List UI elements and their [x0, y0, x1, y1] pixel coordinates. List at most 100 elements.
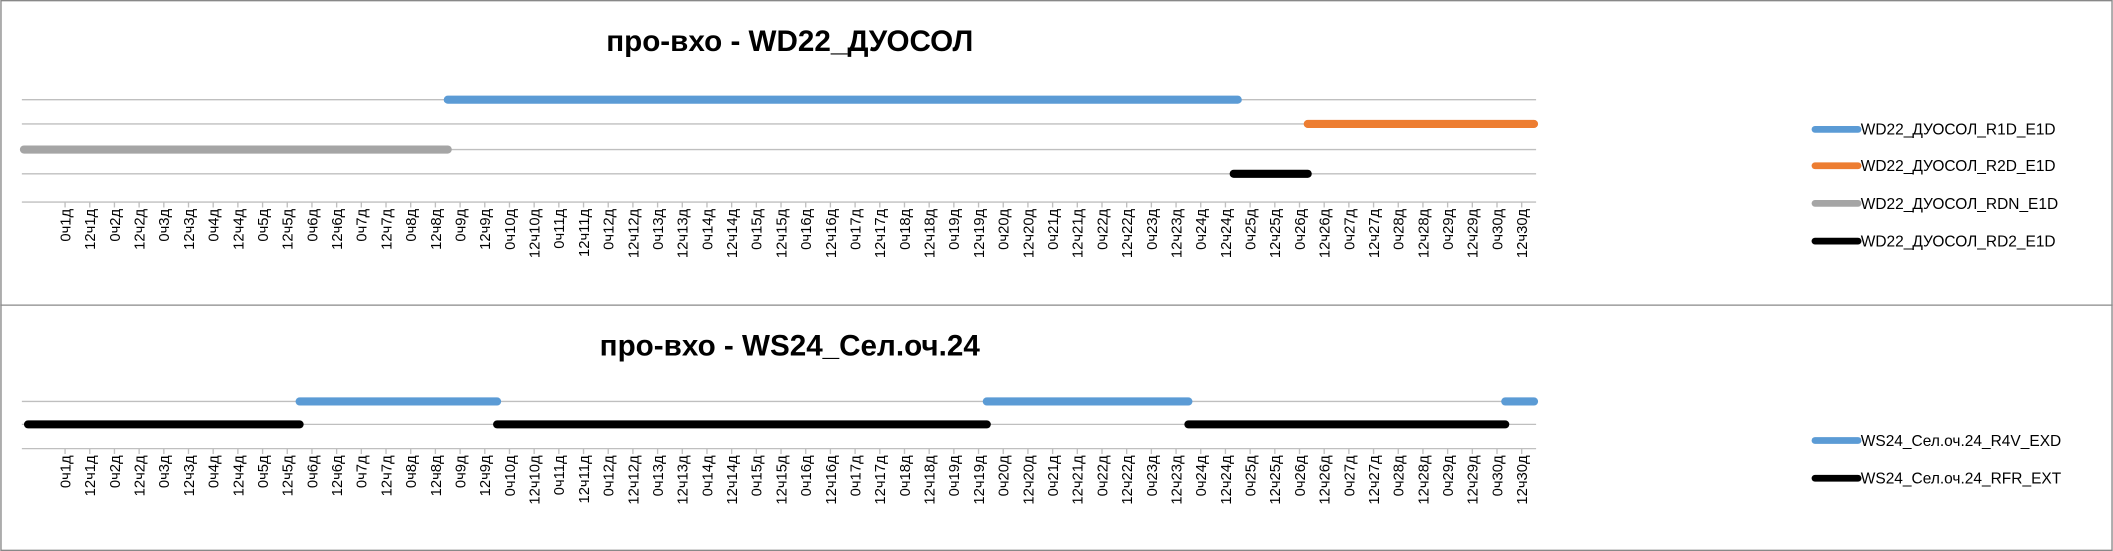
x-tick-label: 0ч28д	[1392, 455, 1408, 496]
x-tick-label: 0ч10д	[503, 455, 519, 496]
x-tick-label: 12ч15д	[774, 455, 790, 505]
x-tick-label: 0ч10д	[503, 208, 519, 249]
x-tick-label: 0ч17д	[848, 208, 864, 249]
x-tick-label: 12ч16д	[824, 208, 840, 258]
x-tick-label: 0ч2д	[108, 208, 124, 241]
x-tick-label: 0ч14д	[700, 455, 716, 496]
x-tick-label: 0ч25д	[1244, 455, 1260, 496]
x-tick-label: 12ч19д	[972, 208, 988, 258]
x-tick-label: 12ч23д	[1169, 208, 1185, 258]
x-tick-label: 0ч26д	[1293, 208, 1309, 249]
chart-title: про-вхо - WD22_ДУОСОЛ	[606, 25, 973, 58]
x-tick-label: 12ч24д	[1219, 455, 1235, 505]
x-tick-label: 0ч20д	[997, 455, 1013, 496]
x-tick-label: 0ч5д	[256, 455, 272, 488]
x-tick-label: 0ч3д	[157, 455, 173, 488]
x-tick-label: 0ч11д	[552, 455, 568, 495]
x-tick-label: 0ч22д	[1095, 455, 1111, 496]
x-tick-label: 0ч9д	[453, 455, 469, 488]
x-tick-label: 0ч6д	[305, 455, 321, 488]
x-tick-label: 0ч14д	[700, 208, 716, 249]
x-tick-label: 12ч19д	[972, 455, 988, 505]
x-tick-label: 12ч25д	[1268, 455, 1284, 505]
x-tick-label: 0ч2д	[108, 455, 124, 488]
legend-label: WD22_ДУОСОЛ_RDN_E1D	[1861, 196, 2058, 213]
x-tick-label: 12ч4д	[231, 455, 247, 496]
x-tick-label: 0ч25д	[1244, 208, 1260, 249]
x-tick-label: 0ч7д	[355, 455, 371, 488]
x-tick-label: 0ч7д	[355, 208, 371, 241]
x-tick-label: 0ч1д	[58, 208, 74, 241]
x-tick-label: 12ч30д	[1515, 208, 1531, 258]
x-tick-label: 0ч24д	[1194, 208, 1210, 249]
x-tick-label: 0ч4д	[207, 208, 223, 241]
x-tick-label: 12ч3д	[182, 208, 198, 249]
x-tick-label: 12ч13д	[676, 455, 692, 505]
x-tick-label: 12ч18д	[923, 208, 939, 258]
x-tick-label: 12ч1д	[83, 455, 99, 496]
x-tick-label: 12ч9д	[478, 455, 494, 496]
x-tick-label: 12ч2д	[133, 208, 149, 249]
x-tick-label: 0ч13д	[651, 455, 667, 496]
x-tick-label: 0ч16д	[799, 455, 815, 496]
x-tick-label: 12ч8д	[429, 208, 445, 249]
x-tick-label: 0ч20д	[997, 208, 1013, 249]
x-tick-label: 12ч30д	[1515, 455, 1531, 505]
x-tick-label: 0ч6д	[305, 208, 321, 241]
x-tick-label: 0ч28д	[1392, 208, 1408, 249]
x-tick-label: 0ч8д	[404, 208, 420, 241]
legend-label: WS24_Сел.оч.24_RFR_EXT	[1861, 471, 2062, 488]
x-tick-label: 0ч19д	[947, 455, 963, 496]
x-tick-label: 12ч27д	[1367, 208, 1383, 258]
x-tick-label: 12ч10д	[528, 455, 544, 505]
x-tick-label: 0ч30д	[1490, 455, 1506, 496]
x-tick-label: 0ч11д	[552, 208, 568, 248]
x-tick-label: 12ч23д	[1169, 455, 1185, 505]
x-tick-label: 0ч26д	[1293, 455, 1309, 496]
x-tick-label: 12ч10д	[528, 208, 544, 258]
x-tick-label: 0ч17д	[848, 455, 864, 496]
x-tick-label: 0ч18д	[898, 208, 914, 249]
x-tick-label: 0ч22д	[1095, 208, 1111, 249]
x-tick-label: 12ч4д	[231, 208, 247, 249]
x-tick-label: 12ч14д	[725, 455, 741, 505]
x-tick-label: 12ч5д	[281, 455, 297, 496]
x-tick-label: 12ч21д	[1071, 455, 1087, 505]
x-tick-label: 12ч26д	[1318, 455, 1334, 505]
x-tick-label: 0ч9д	[453, 208, 469, 241]
x-tick-label: 12ч9д	[478, 208, 494, 249]
legend-label: WS24_Сел.оч.24_R4V_EXD	[1861, 433, 2061, 450]
x-tick-label: 12ч12д	[626, 208, 642, 258]
x-tick-label: 12ч14д	[725, 208, 741, 258]
x-tick-label: 12ч5д	[281, 208, 297, 249]
x-tick-label: 12ч18д	[923, 455, 939, 505]
x-tick-label: 12ч6д	[330, 455, 346, 496]
x-tick-label: 0ч1д	[58, 455, 74, 488]
x-tick-label: 12ч25д	[1268, 208, 1284, 258]
legend-label: WD22_ДУОСОЛ_R1D_E1D	[1861, 122, 2056, 139]
x-tick-label: 12ч2д	[133, 455, 149, 496]
x-tick-label: 0ч27д	[1342, 208, 1358, 249]
x-tick-label: 0ч27д	[1342, 455, 1358, 496]
legend-label: WD22_ДУОСОЛ_RD2_E1D	[1861, 234, 2056, 251]
x-tick-label: 0ч30д	[1490, 208, 1506, 249]
x-tick-label: 12ч8д	[429, 455, 445, 496]
x-tick-label: 0ч8д	[404, 455, 420, 488]
x-tick-label: 0ч18д	[898, 455, 914, 496]
x-tick-label: 0ч4д	[207, 455, 223, 488]
x-tick-label: 0ч23д	[1145, 208, 1161, 249]
x-tick-label: 0ч3д	[157, 208, 173, 241]
x-tick-label: 12ч7д	[379, 208, 395, 249]
x-tick-label: 0ч21д	[1046, 455, 1062, 496]
x-tick-label: 12ч11д	[577, 455, 593, 504]
x-tick-label: 12ч15д	[774, 208, 790, 258]
x-tick-label: 12ч22д	[1120, 455, 1136, 505]
x-tick-label: 0ч15д	[750, 208, 766, 249]
x-tick-label: 12ч28д	[1416, 208, 1432, 258]
x-tick-label: 0ч13д	[651, 208, 667, 249]
legend-label: WD22_ДУОСОЛ_R2D_E1D	[1861, 158, 2056, 175]
x-tick-label: 12ч13д	[676, 208, 692, 258]
x-tick-label: 0ч15д	[750, 455, 766, 496]
